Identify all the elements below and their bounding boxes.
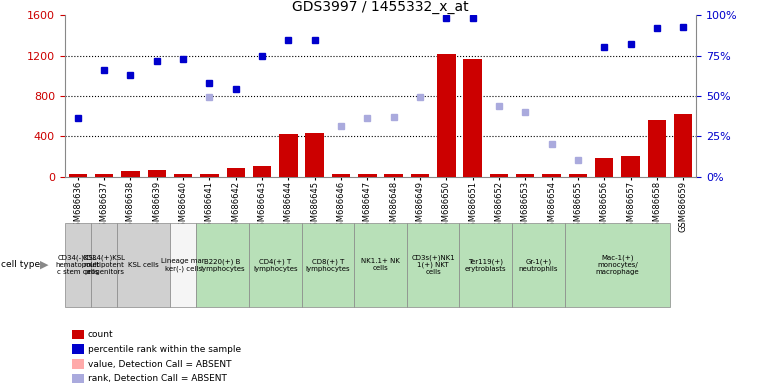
Bar	[227, 167, 245, 177]
Bar	[512, 223, 565, 307]
Bar	[568, 174, 587, 177]
Text: Ter119(+)
erytroblasts: Ter119(+) erytroblasts	[465, 258, 507, 272]
Text: B220(+) B
lymphocytes: B220(+) B lymphocytes	[200, 258, 245, 272]
Text: percentile rank within the sample: percentile rank within the sample	[88, 345, 240, 354]
Text: CD34(+)KSL
multipotent
progenitors: CD34(+)KSL multipotent progenitors	[83, 255, 126, 275]
Bar	[174, 174, 193, 177]
Bar	[354, 223, 407, 307]
Bar	[68, 174, 87, 177]
Bar	[65, 223, 91, 307]
Bar	[91, 223, 117, 307]
Text: count: count	[88, 330, 113, 339]
Bar	[117, 223, 170, 307]
Text: Lineage mar
ker(-) cells: Lineage mar ker(-) cells	[161, 258, 205, 272]
Bar	[200, 174, 218, 177]
Bar	[95, 174, 113, 177]
Bar	[170, 223, 196, 307]
Bar	[674, 114, 693, 177]
Text: value, Detection Call = ABSENT: value, Detection Call = ABSENT	[88, 359, 231, 369]
Bar	[332, 174, 350, 177]
Bar	[460, 223, 512, 307]
Text: rank, Detection Call = ABSENT: rank, Detection Call = ABSENT	[88, 374, 226, 383]
Bar	[253, 166, 271, 177]
Bar	[411, 174, 429, 177]
Bar	[543, 174, 561, 177]
Text: CD8(+) T
lymphocytes: CD8(+) T lymphocytes	[306, 258, 350, 272]
Bar	[249, 223, 301, 307]
Text: KSL cells: KSL cells	[129, 262, 159, 268]
Bar	[516, 174, 534, 177]
Bar	[595, 159, 613, 177]
Text: Gr-1(+)
neutrophils: Gr-1(+) neutrophils	[519, 258, 558, 272]
Bar	[301, 223, 354, 307]
Text: cell type: cell type	[1, 260, 40, 270]
Bar	[565, 223, 670, 307]
Bar	[148, 170, 166, 177]
Bar	[463, 59, 482, 177]
Bar	[279, 134, 298, 177]
Bar	[358, 174, 377, 177]
Text: NK1.1+ NK
cells: NK1.1+ NK cells	[361, 258, 400, 271]
Bar	[384, 174, 403, 177]
Bar	[621, 157, 640, 177]
Bar	[437, 54, 456, 177]
Bar	[121, 171, 140, 177]
Title: GDS3997 / 1455332_x_at: GDS3997 / 1455332_x_at	[292, 0, 469, 14]
Text: CD34(-)KSL
hematopoiet
c stem cells: CD34(-)KSL hematopoiet c stem cells	[56, 255, 100, 275]
Bar	[407, 223, 460, 307]
Text: ▶: ▶	[40, 260, 49, 270]
Bar	[490, 174, 508, 177]
Text: Mac-1(+)
monocytes/
macrophage: Mac-1(+) monocytes/ macrophage	[596, 255, 639, 275]
Bar	[305, 133, 324, 177]
Text: CD4(+) T
lymphocytes: CD4(+) T lymphocytes	[253, 258, 298, 272]
Bar	[648, 120, 666, 177]
Bar	[196, 223, 249, 307]
Text: CD3s(+)NK1
1(+) NKT
cells: CD3s(+)NK1 1(+) NKT cells	[411, 255, 455, 275]
